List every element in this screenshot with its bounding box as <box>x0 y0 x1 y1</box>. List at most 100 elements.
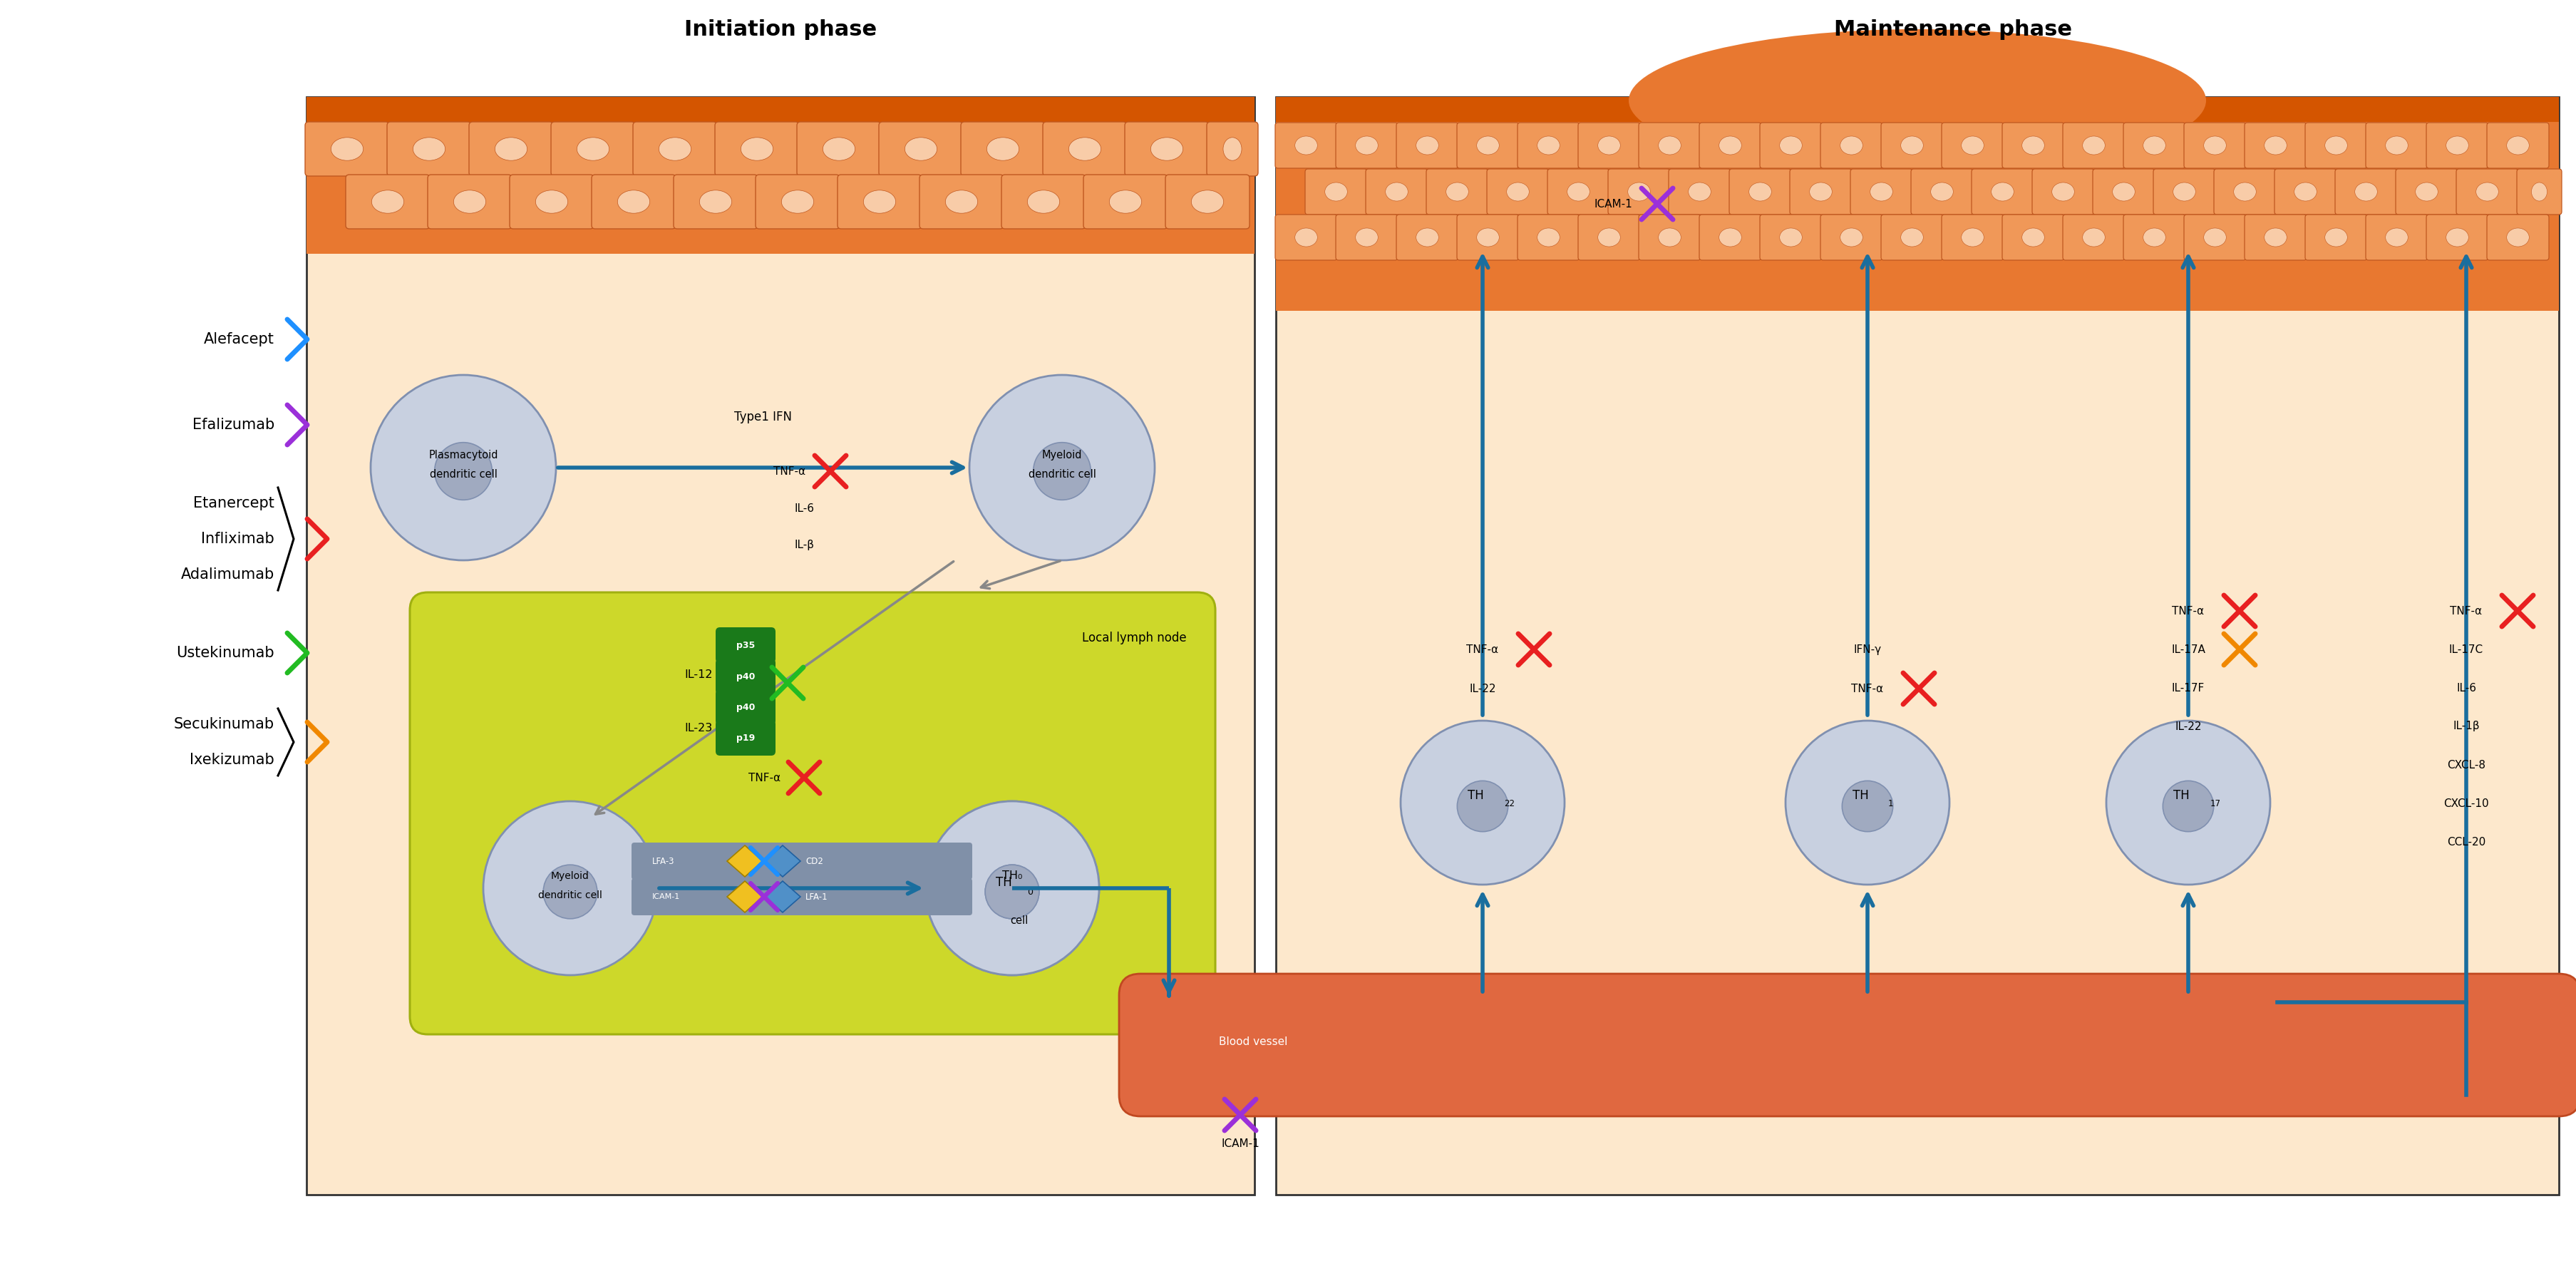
FancyBboxPatch shape <box>2063 123 2125 168</box>
FancyBboxPatch shape <box>631 879 971 915</box>
FancyBboxPatch shape <box>428 175 513 229</box>
FancyBboxPatch shape <box>2184 123 2246 168</box>
FancyBboxPatch shape <box>1486 168 1548 214</box>
FancyBboxPatch shape <box>1427 168 1489 214</box>
FancyBboxPatch shape <box>2002 214 2063 261</box>
FancyBboxPatch shape <box>1084 175 1167 229</box>
Ellipse shape <box>1386 182 1409 201</box>
Bar <box>307 97 1255 122</box>
Text: TNF-α: TNF-α <box>1852 684 1883 694</box>
FancyBboxPatch shape <box>469 122 554 176</box>
Text: IL-β: IL-β <box>796 539 814 549</box>
FancyBboxPatch shape <box>716 689 775 725</box>
FancyBboxPatch shape <box>2123 214 2184 261</box>
Ellipse shape <box>701 190 732 213</box>
FancyBboxPatch shape <box>2063 214 2125 261</box>
FancyBboxPatch shape <box>1759 214 1821 261</box>
FancyBboxPatch shape <box>631 843 971 880</box>
FancyBboxPatch shape <box>2123 123 2184 168</box>
Ellipse shape <box>2143 228 2166 247</box>
Text: TH: TH <box>1468 789 1484 801</box>
Ellipse shape <box>1749 182 1772 201</box>
Ellipse shape <box>1151 138 1182 161</box>
Ellipse shape <box>984 865 1038 919</box>
FancyBboxPatch shape <box>1275 214 1337 261</box>
Ellipse shape <box>1033 442 1090 500</box>
Text: IL-23: IL-23 <box>685 723 714 733</box>
FancyBboxPatch shape <box>920 175 1005 229</box>
Text: TH₀: TH₀ <box>1002 871 1023 881</box>
FancyBboxPatch shape <box>878 122 963 176</box>
FancyBboxPatch shape <box>1206 122 1257 176</box>
Ellipse shape <box>1597 228 1620 247</box>
Ellipse shape <box>1808 182 1832 201</box>
Text: p19: p19 <box>737 733 755 742</box>
Ellipse shape <box>1566 182 1589 201</box>
Ellipse shape <box>2447 228 2468 247</box>
FancyBboxPatch shape <box>634 122 716 176</box>
FancyBboxPatch shape <box>1759 123 1821 168</box>
Ellipse shape <box>2174 182 2195 201</box>
Ellipse shape <box>1780 137 1803 154</box>
FancyBboxPatch shape <box>2486 123 2548 168</box>
FancyBboxPatch shape <box>2244 214 2306 261</box>
Ellipse shape <box>1224 138 1242 161</box>
FancyBboxPatch shape <box>1458 123 1520 168</box>
FancyBboxPatch shape <box>1638 123 1700 168</box>
Text: dendritic cell: dendritic cell <box>538 890 603 900</box>
FancyBboxPatch shape <box>1942 123 2004 168</box>
Text: ICAM-1: ICAM-1 <box>1221 1138 1260 1148</box>
Ellipse shape <box>1659 228 1682 247</box>
Ellipse shape <box>2107 720 2269 885</box>
Ellipse shape <box>536 190 567 213</box>
FancyBboxPatch shape <box>1365 168 1427 214</box>
Ellipse shape <box>1476 137 1499 154</box>
Text: IL-6: IL-6 <box>2458 682 2476 694</box>
Ellipse shape <box>1718 137 1741 154</box>
Ellipse shape <box>453 190 487 213</box>
Ellipse shape <box>330 138 363 161</box>
Ellipse shape <box>2164 781 2213 832</box>
Text: p35: p35 <box>737 641 755 649</box>
FancyBboxPatch shape <box>592 175 675 229</box>
FancyBboxPatch shape <box>2306 214 2367 261</box>
FancyBboxPatch shape <box>672 175 757 229</box>
FancyBboxPatch shape <box>2427 123 2488 168</box>
Ellipse shape <box>577 138 608 161</box>
FancyBboxPatch shape <box>1821 214 1883 261</box>
Ellipse shape <box>1659 137 1682 154</box>
Ellipse shape <box>1110 190 1141 213</box>
Ellipse shape <box>1960 137 1984 154</box>
FancyBboxPatch shape <box>1911 168 1973 214</box>
FancyBboxPatch shape <box>2396 168 2458 214</box>
Ellipse shape <box>2295 182 2316 201</box>
Text: 0: 0 <box>1028 887 1033 896</box>
Ellipse shape <box>1870 182 1893 201</box>
Text: Ixekizumab: Ixekizumab <box>191 753 276 767</box>
Ellipse shape <box>1507 182 1530 201</box>
Ellipse shape <box>2416 182 2437 201</box>
Text: IFN-γ: IFN-γ <box>1855 644 1880 655</box>
FancyBboxPatch shape <box>716 122 799 176</box>
Text: p40: p40 <box>737 672 755 681</box>
Ellipse shape <box>1458 781 1507 832</box>
Text: CXCL-8: CXCL-8 <box>2447 760 2486 770</box>
Ellipse shape <box>1901 228 1924 247</box>
Ellipse shape <box>435 442 492 500</box>
Ellipse shape <box>1417 228 1437 247</box>
Text: Myeloid: Myeloid <box>551 871 590 881</box>
Text: p40: p40 <box>737 703 755 711</box>
Polygon shape <box>765 846 801 877</box>
Polygon shape <box>726 881 762 913</box>
Text: Adalimumab: Adalimumab <box>180 567 276 581</box>
Ellipse shape <box>1718 228 1741 247</box>
Text: TH: TH <box>994 876 1012 889</box>
Text: 17: 17 <box>2210 799 2221 809</box>
Text: CCL-20: CCL-20 <box>2447 837 2486 847</box>
Bar <box>1275 97 2558 122</box>
Text: IL-17C: IL-17C <box>2450 644 2483 655</box>
Text: 22: 22 <box>1504 799 1515 809</box>
Ellipse shape <box>2506 137 2530 154</box>
Text: Plasmacytoid: Plasmacytoid <box>428 449 497 461</box>
FancyBboxPatch shape <box>1396 214 1458 261</box>
